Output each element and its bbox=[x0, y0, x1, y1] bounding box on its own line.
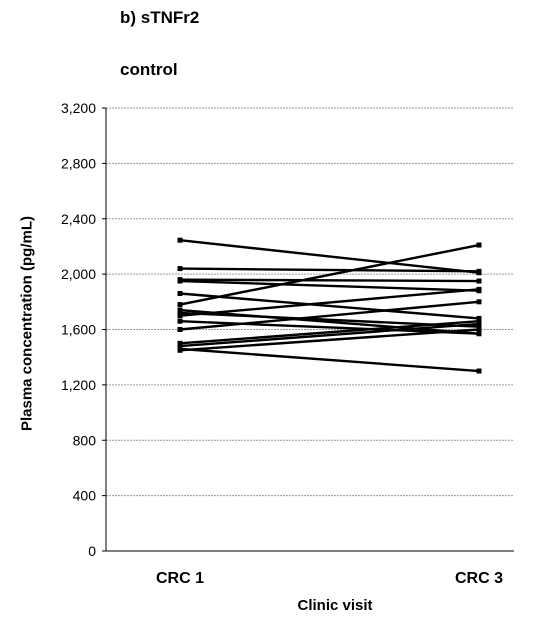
data-point bbox=[476, 315, 482, 321]
y-tick-label: 800 bbox=[73, 432, 97, 448]
series-line bbox=[179, 279, 480, 292]
series-line bbox=[179, 328, 480, 352]
data-point bbox=[177, 302, 183, 308]
data-point bbox=[177, 310, 183, 316]
group-label: control bbox=[120, 60, 178, 79]
data-point bbox=[177, 327, 183, 332]
series-line bbox=[179, 319, 480, 345]
series-line bbox=[179, 288, 480, 317]
y-tick-label: 0 bbox=[88, 543, 96, 559]
series-line bbox=[179, 347, 480, 373]
data-point bbox=[476, 368, 482, 374]
data-point bbox=[476, 286, 482, 292]
data-point bbox=[177, 278, 183, 284]
series-line bbox=[179, 300, 480, 331]
data-point bbox=[476, 318, 482, 324]
panel-label: b) sTNFr2 bbox=[120, 8, 200, 27]
y-tick-label: 400 bbox=[73, 488, 97, 504]
x-axis-label: Clinic visit bbox=[297, 597, 373, 614]
series-line bbox=[179, 239, 480, 274]
series-line bbox=[179, 243, 480, 306]
data-point bbox=[177, 266, 183, 272]
series-line bbox=[179, 319, 480, 335]
data-point bbox=[476, 299, 482, 305]
data-point bbox=[177, 318, 183, 324]
y-tick-label: 2,400 bbox=[61, 211, 96, 227]
series-line bbox=[179, 292, 480, 320]
data-point bbox=[177, 291, 183, 297]
data-point bbox=[177, 347, 183, 353]
data-point bbox=[476, 242, 482, 248]
data-point bbox=[476, 278, 482, 284]
x-tick-label: CRC 1 bbox=[156, 570, 204, 587]
series-line bbox=[179, 322, 480, 348]
data-point bbox=[476, 324, 482, 330]
series-line bbox=[179, 278, 480, 283]
x-tick-label: CRC 3 bbox=[455, 570, 503, 587]
y-tick-label: 1,200 bbox=[61, 377, 96, 393]
y-tick-label: 2,800 bbox=[61, 155, 96, 171]
data-point bbox=[177, 237, 183, 243]
data-point bbox=[476, 268, 482, 274]
series-line bbox=[179, 267, 480, 273]
data-point bbox=[177, 340, 183, 346]
y-tick-label: 3,200 bbox=[61, 100, 96, 116]
data-point bbox=[177, 313, 183, 319]
data-point bbox=[476, 327, 482, 332]
y-tick-label: 2,000 bbox=[61, 266, 96, 282]
data-point bbox=[476, 331, 482, 337]
data-point bbox=[177, 343, 183, 349]
data-point bbox=[177, 307, 183, 313]
y-tick-label: 1,600 bbox=[61, 322, 96, 338]
data-point bbox=[476, 321, 482, 327]
